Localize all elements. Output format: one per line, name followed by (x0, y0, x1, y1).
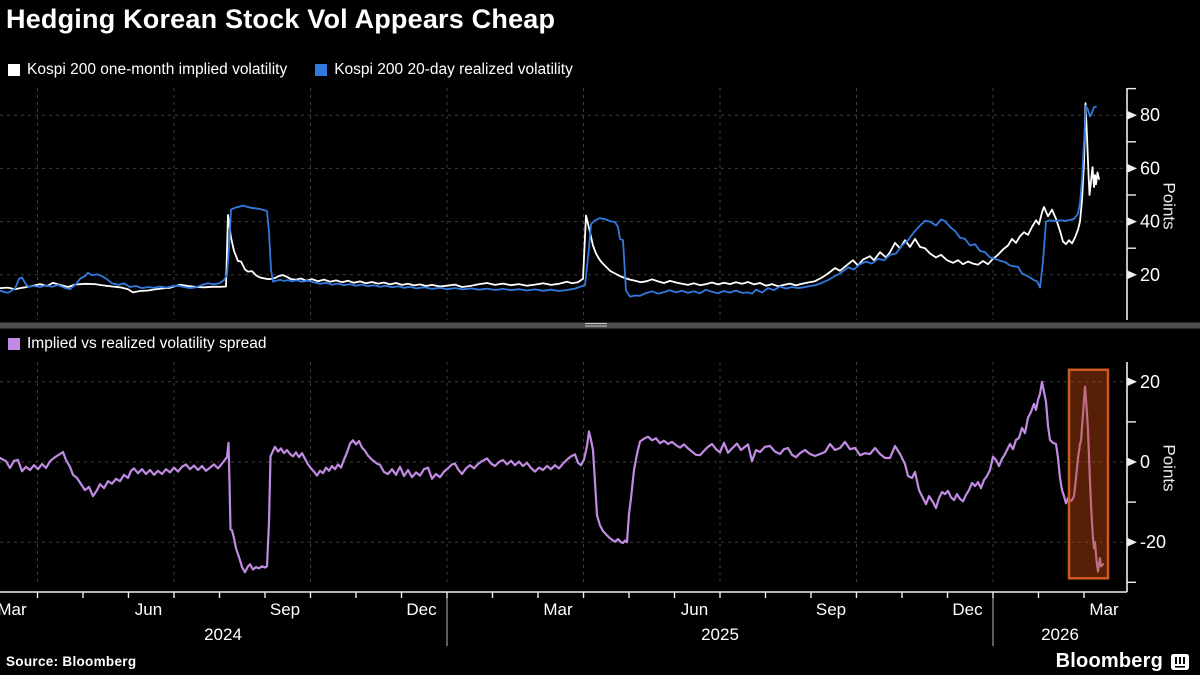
x-tick-label: Sep (270, 600, 300, 619)
legend-item-implied: Kospi 200 one-month implied volatility (8, 61, 287, 79)
legend-item-realized: Kospi 200 20-day realized volatility (315, 61, 573, 79)
legend-label-realized: Kospi 200 20-day realized volatility (334, 61, 573, 78)
implied-series-swatch-icon (8, 64, 20, 76)
source-text: Source: Bloomberg (6, 654, 137, 669)
x-tick-label: Mar (0, 600, 27, 619)
y-major-tick-arrow-icon (1127, 537, 1137, 547)
series-spread-line (0, 380, 1105, 574)
top-y-axis-label: Points (1159, 182, 1179, 230)
y-major-tick-arrow-icon (1127, 457, 1137, 467)
footer: Source: Bloomberg Bloomberg (0, 648, 1200, 675)
legend-label-spread: Implied vs realized volatility spread (27, 335, 267, 352)
legend-item-spread: Implied vs realized volatility spread (8, 335, 267, 353)
y-tick-label: -20 (1140, 532, 1166, 552)
y-major-tick-arrow-icon (1127, 270, 1137, 280)
realized-series-swatch-icon (315, 64, 328, 76)
bloomberg-logo-icon (1171, 653, 1189, 670)
y-major-tick-arrow-icon (1127, 163, 1137, 173)
x-tick-label: Mar (1089, 600, 1119, 619)
y-tick-label: 20 (1140, 372, 1160, 392)
legend-label-implied: Kospi 200 one-month implied volatility (27, 61, 288, 78)
y-major-tick-arrow-icon (1127, 110, 1137, 120)
y-tick-label: 20 (1140, 265, 1160, 285)
x-tick-label: Mar (543, 600, 573, 619)
bottom-panel-legend: Implied vs realized volatility spread (8, 335, 267, 353)
year-label: 2024 (204, 625, 242, 644)
y-major-tick-arrow-icon (1127, 377, 1137, 387)
series-realized-line (0, 105, 1097, 298)
bloomberg-wordmark: Bloomberg (1055, 650, 1163, 672)
year-label: 2025 (701, 625, 739, 644)
series-implied-line (0, 102, 1100, 294)
panel-separator (0, 322, 1200, 329)
x-tick-label: Jun (681, 600, 708, 619)
y-tick-label: 0 (1140, 452, 1150, 472)
y-tick-label: 80 (1140, 105, 1160, 125)
bloomberg-brand: Bloomberg (1056, 650, 1190, 673)
bottom-y-axis-label: Points (1159, 444, 1179, 492)
y-tick-label: 40 (1140, 212, 1160, 232)
spread-series-swatch-icon (8, 338, 20, 350)
year-label: 2026 (1041, 625, 1079, 644)
chart-title: Hedging Korean Stock Vol Appears Cheap (6, 4, 556, 34)
x-tick-label: Jun (135, 600, 162, 619)
x-tick-label: Dec (952, 600, 983, 619)
top-panel-legend: Kospi 200 one-month implied volatility K… (8, 61, 573, 79)
panel-drag-handle-icon[interactable] (585, 323, 607, 328)
highlight-box (1067, 368, 1110, 580)
x-tick-label: Dec (406, 600, 437, 619)
x-tick-label: Sep (816, 600, 846, 619)
y-major-tick-arrow-icon (1127, 217, 1137, 227)
y-tick-label: 60 (1140, 158, 1160, 178)
